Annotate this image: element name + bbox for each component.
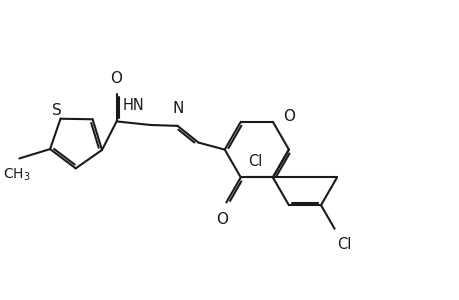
Text: N: N bbox=[173, 101, 184, 116]
Text: O: O bbox=[110, 71, 123, 86]
Text: O: O bbox=[215, 212, 227, 227]
Text: S: S bbox=[52, 103, 62, 118]
Text: HN: HN bbox=[122, 98, 144, 113]
Text: O: O bbox=[282, 109, 294, 124]
Text: Cl: Cl bbox=[336, 237, 351, 252]
Text: CH$_3$: CH$_3$ bbox=[3, 167, 31, 183]
Text: Cl: Cl bbox=[247, 154, 262, 169]
